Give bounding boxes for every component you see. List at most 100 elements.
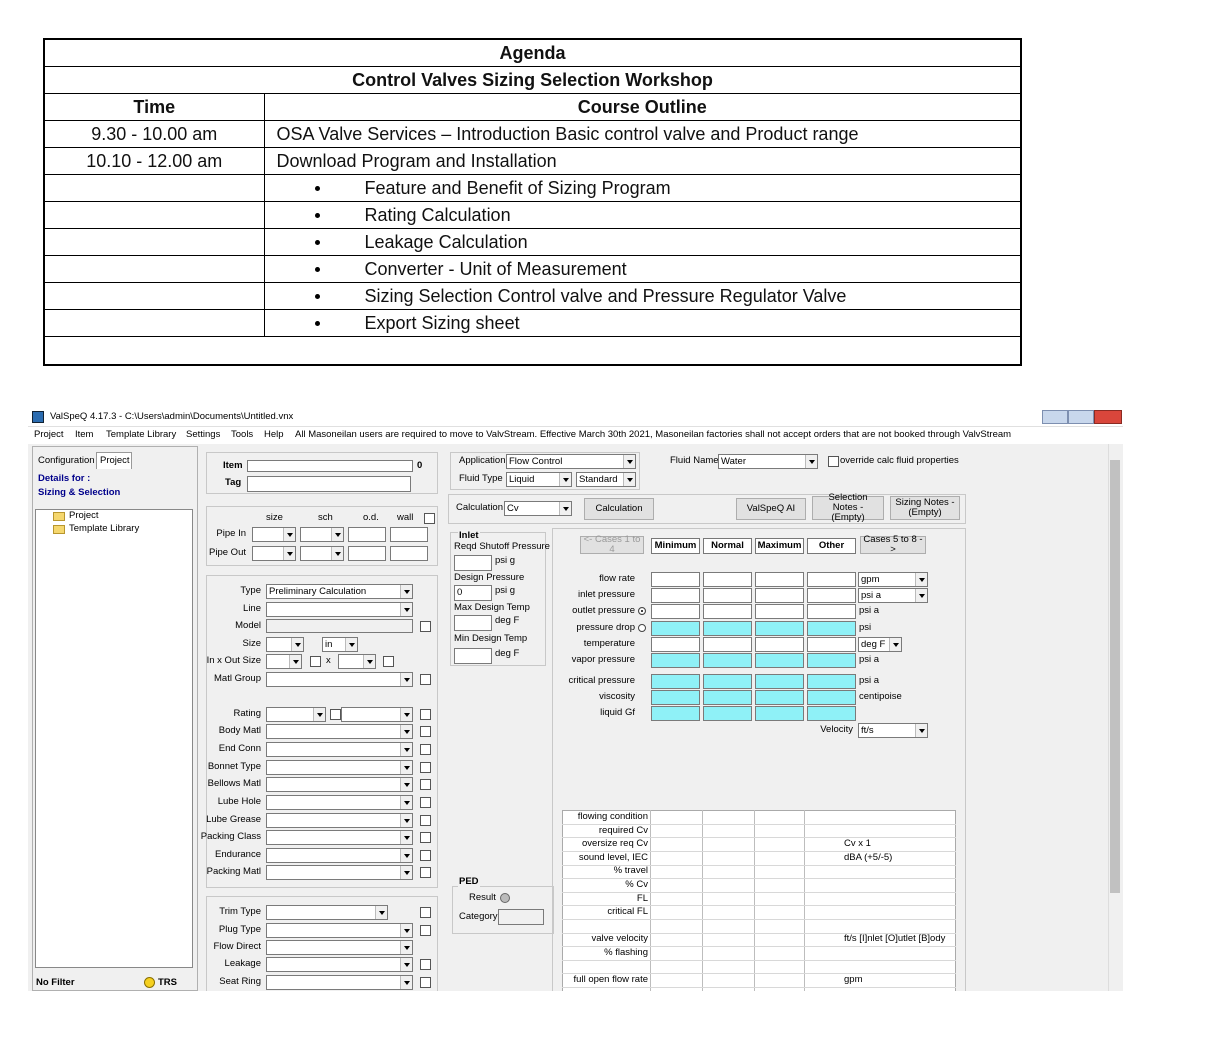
dropdown[interactable] — [266, 813, 413, 828]
checkbox[interactable] — [420, 674, 431, 685]
checkbox[interactable] — [420, 621, 431, 632]
input-field[interactable] — [703, 674, 752, 689]
radio[interactable] — [638, 624, 646, 632]
input-field[interactable] — [703, 690, 752, 705]
dropdown[interactable]: psi a — [858, 588, 928, 603]
input-field[interactable] — [807, 706, 856, 721]
input-field[interactable] — [755, 588, 804, 603]
dropdown[interactable] — [266, 724, 413, 739]
dropdown[interactable] — [266, 957, 413, 972]
dropdown[interactable]: Flow Control — [506, 454, 636, 469]
menu-item[interactable]: Item — [75, 429, 94, 440]
dropdown[interactable] — [266, 905, 388, 920]
input-field[interactable] — [755, 706, 804, 721]
button[interactable]: Calculation — [584, 498, 654, 520]
input-field[interactable] — [348, 546, 386, 561]
maximize-button[interactable] — [1068, 410, 1094, 424]
input-field[interactable] — [755, 690, 804, 705]
checkbox[interactable] — [420, 779, 431, 790]
input-field[interactable] — [651, 706, 700, 721]
dropdown[interactable]: Water — [718, 454, 818, 469]
input-field[interactable] — [703, 637, 752, 652]
menu-item[interactable]: Help — [264, 429, 284, 440]
dropdown[interactable] — [266, 830, 413, 845]
input-field[interactable] — [651, 621, 700, 636]
dropdown[interactable] — [266, 777, 413, 792]
dropdown[interactable] — [266, 637, 304, 652]
minimize-button[interactable] — [1042, 410, 1068, 424]
dropdown[interactable]: Liquid — [506, 472, 572, 487]
input-field[interactable] — [703, 572, 752, 587]
input-field[interactable] — [807, 653, 856, 668]
dropdown[interactable] — [266, 923, 413, 938]
input-field[interactable] — [651, 674, 700, 689]
dropdown[interactable] — [252, 527, 296, 542]
input-field[interactable] — [703, 653, 752, 668]
input-field[interactable] — [247, 476, 411, 492]
dropdown[interactable]: in — [322, 637, 358, 652]
button[interactable]: Maximum — [755, 538, 804, 554]
checkbox[interactable] — [420, 867, 431, 878]
input-field[interactable] — [703, 588, 752, 603]
radio[interactable] — [638, 607, 646, 615]
button[interactable]: Cases 5 to 8 -> — [860, 535, 926, 555]
button[interactable]: Normal — [703, 538, 752, 554]
dropdown[interactable] — [266, 848, 413, 863]
dropdown[interactable]: Preliminary Calculation — [266, 584, 413, 599]
button[interactable]: ValSpeQ AI — [736, 498, 806, 520]
input-field[interactable] — [807, 637, 856, 652]
menu-item[interactable]: Project — [34, 429, 64, 440]
checkbox[interactable] — [420, 797, 431, 808]
input-field[interactable] — [651, 653, 700, 668]
dropdown[interactable] — [341, 707, 413, 722]
checkbox[interactable] — [420, 977, 431, 988]
checkbox[interactable] — [420, 762, 431, 773]
button[interactable]: Selection Notes - (Empty) — [812, 493, 884, 523]
checkbox[interactable] — [420, 744, 431, 755]
dropdown[interactable]: Standard — [576, 472, 636, 487]
input-field[interactable] — [755, 653, 804, 668]
input-field[interactable] — [266, 619, 413, 633]
dropdown[interactable] — [300, 546, 344, 561]
dropdown[interactable] — [266, 707, 326, 722]
input-field[interactable] — [807, 572, 856, 587]
dropdown[interactable] — [252, 546, 296, 561]
input-field[interactable] — [651, 572, 700, 587]
button[interactable]: <- Cases 1 to 4 — [580, 535, 644, 555]
input-field[interactable] — [498, 909, 544, 925]
menu-item[interactable]: Template Library — [106, 429, 177, 440]
input-field[interactable] — [651, 604, 700, 619]
menu-item[interactable]: Settings — [186, 429, 221, 440]
close-button[interactable] — [1094, 410, 1122, 424]
dropdown[interactable] — [266, 672, 413, 687]
dropdown[interactable] — [338, 654, 376, 669]
dropdown[interactable] — [266, 795, 413, 810]
dropdown[interactable] — [266, 742, 413, 757]
checkbox[interactable] — [828, 456, 839, 467]
input-field[interactable] — [651, 588, 700, 603]
checkbox[interactable] — [420, 832, 431, 843]
input-field[interactable] — [247, 460, 413, 472]
checkbox[interactable] — [420, 907, 431, 918]
input-field[interactable]: 0 — [454, 585, 492, 601]
checkbox[interactable] — [420, 959, 431, 970]
dropdown[interactable]: gpm — [858, 572, 928, 587]
dropdown[interactable] — [300, 527, 344, 542]
dropdown[interactable] — [266, 975, 413, 990]
input-field[interactable] — [755, 637, 804, 652]
checkbox[interactable] — [420, 850, 431, 861]
checkbox[interactable] — [420, 925, 431, 936]
checkbox[interactable] — [330, 709, 341, 720]
input-field[interactable] — [454, 555, 492, 571]
input-field[interactable] — [390, 527, 428, 542]
input-field[interactable] — [755, 621, 804, 636]
input-field[interactable] — [807, 674, 856, 689]
checkbox[interactable] — [310, 656, 321, 667]
dropdown[interactable] — [266, 760, 413, 775]
input-field[interactable] — [651, 637, 700, 652]
button[interactable]: Minimum — [651, 538, 700, 554]
input-field[interactable] — [454, 615, 492, 631]
input-field[interactable] — [454, 648, 492, 664]
checkbox[interactable] — [383, 656, 394, 667]
checkbox[interactable] — [420, 709, 431, 720]
